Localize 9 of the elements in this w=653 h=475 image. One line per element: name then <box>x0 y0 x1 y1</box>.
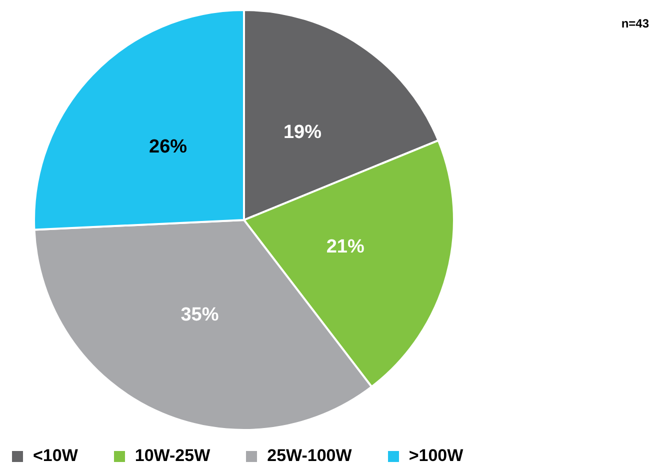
data-label: 35% <box>180 304 219 326</box>
legend-label: <10W <box>33 446 78 466</box>
data-label: 26% <box>149 136 188 158</box>
legend-label: 25W-100W <box>267 446 352 466</box>
data-label: 19% <box>283 122 322 144</box>
legend-label: >100W <box>408 446 464 466</box>
legend-label: 10W-25W <box>134 446 210 466</box>
text: n=43 <box>621 16 650 30</box>
data-label: 21% <box>326 236 364 258</box>
